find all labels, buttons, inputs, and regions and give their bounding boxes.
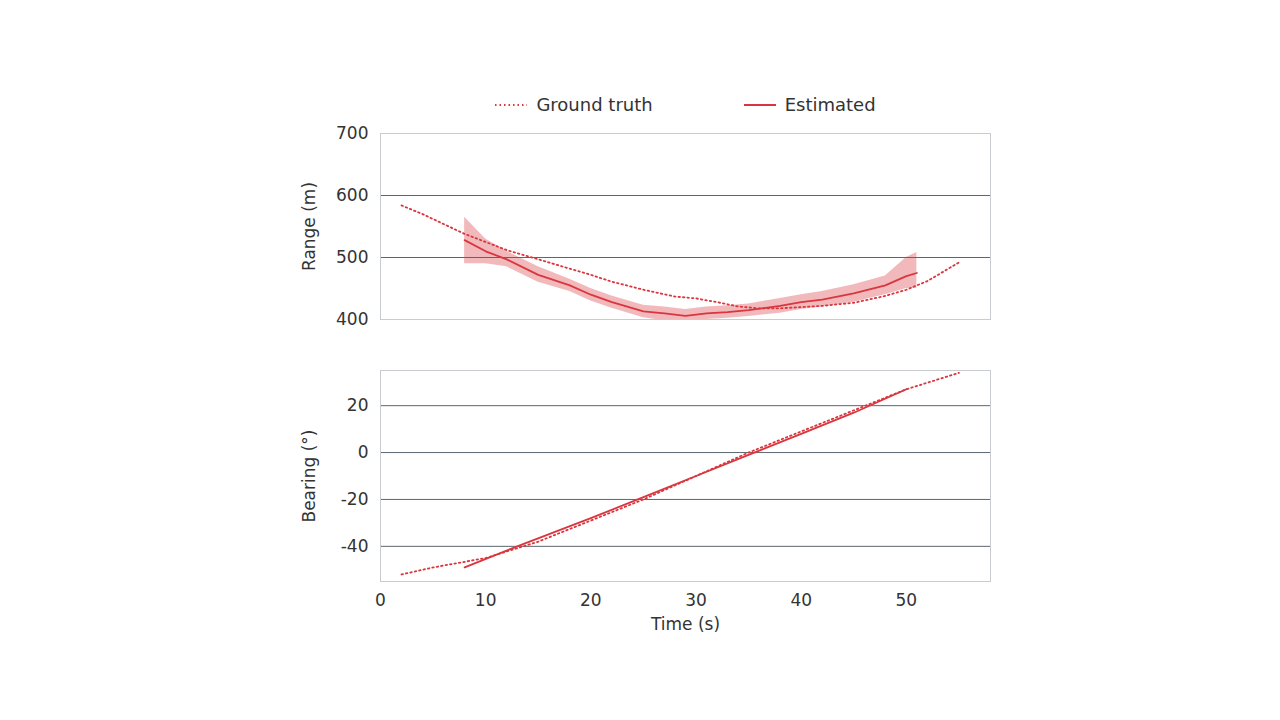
svg-text:-20: -20 <box>341 489 369 509</box>
svg-text:700: 700 <box>336 123 368 143</box>
svg-text:400: 400 <box>336 309 368 329</box>
svg-text:0: 0 <box>358 442 369 462</box>
svg-text:-40: -40 <box>341 536 369 556</box>
svg-text:500: 500 <box>336 247 368 267</box>
svg-text:Time (s): Time (s) <box>650 614 720 634</box>
svg-text:10: 10 <box>475 590 497 610</box>
svg-text:40: 40 <box>790 590 812 610</box>
svg-text:20: 20 <box>347 395 369 415</box>
svg-text:50: 50 <box>896 590 918 610</box>
svg-text:Bearing (°): Bearing (°) <box>299 430 319 523</box>
html-text:Ground truth: Ground truth <box>536 94 653 115</box>
svg-text:20: 20 <box>580 590 602 610</box>
svg-text:30: 30 <box>685 590 707 610</box>
html-text:Estimated: Estimated <box>784 94 876 115</box>
svg-text:Range (m): Range (m) <box>299 182 319 271</box>
svg-text:0: 0 <box>375 590 386 610</box>
svg-text:600: 600 <box>336 185 368 205</box>
